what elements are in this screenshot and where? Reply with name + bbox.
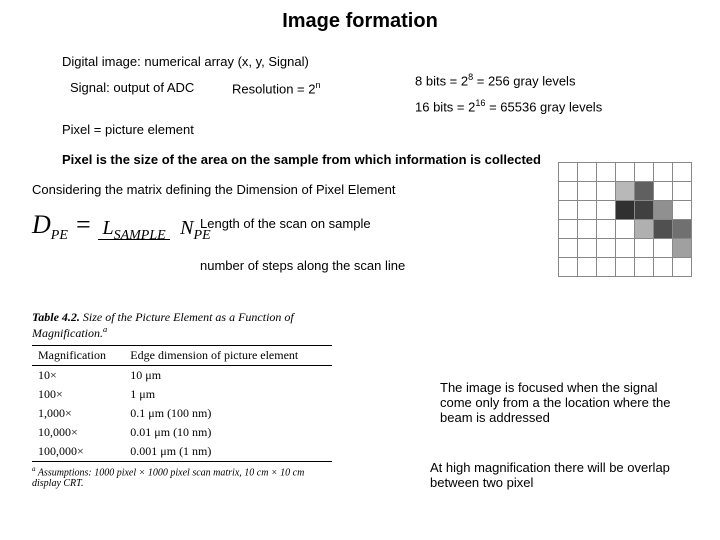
text-pixel-bold: Pixel is the size of the area on the sam…: [62, 152, 541, 167]
text-16bits-sup: 16: [475, 98, 485, 108]
pixel-cell: [673, 182, 692, 201]
text-16bits: 16 bits = 216 = 65536 gray levels: [415, 98, 602, 114]
pixel-cell: [578, 220, 597, 239]
pixel-cell: [654, 182, 673, 201]
table-footnote: a Assumptions: 1000 pixel × 1000 pixel s…: [32, 465, 332, 489]
table-cell-mag: 100,000×: [32, 442, 124, 462]
pixel-cell: [616, 239, 635, 258]
pixel-cell: [635, 201, 654, 220]
pixel-cell: [654, 258, 673, 277]
pixel-cell: [597, 163, 616, 182]
text-focus: The image is focused when the signal com…: [440, 380, 680, 425]
pixel-cell: [616, 220, 635, 239]
formula-D-sub: PE: [51, 228, 68, 243]
table-caption-sup: a: [103, 325, 107, 334]
formula-N: N: [180, 217, 193, 239]
text-resolution-sup: n: [315, 80, 320, 90]
pixel-cell: [559, 239, 578, 258]
pixel-cell: [673, 239, 692, 258]
text-8bits-a: 8 bits = 2: [415, 73, 468, 88]
text-pixel-element: Pixel = picture element: [62, 122, 194, 137]
text-resolution: Resolution = 2n: [232, 80, 321, 96]
pixel-cell: [578, 201, 597, 220]
text-8bits-b: = 256 gray levels: [473, 73, 575, 88]
table-col1: Magnification: [32, 346, 124, 366]
pixel-cell: [635, 258, 654, 277]
formula-L-sub: SAMPLE: [114, 228, 166, 243]
formula-eq: =: [68, 210, 99, 239]
formula-fraction: LSAMPLE NPE: [98, 211, 214, 244]
text-considering: Considering the matrix defining the Dime…: [32, 182, 395, 197]
table-cell-edge: 0.001 μm (1 nm): [124, 442, 332, 462]
table-row: 10×10 μm: [32, 366, 332, 386]
pixel-cell: [654, 201, 673, 220]
pixel-grid-graphic: [558, 162, 692, 277]
text-16bits-a: 16 bits = 2: [415, 99, 475, 114]
table-col2: Edge dimension of picture element: [124, 346, 332, 366]
page-title: Image formation: [0, 0, 720, 33]
formula-D: D: [32, 210, 51, 239]
pixel-cell: [635, 220, 654, 239]
pixel-cell: [597, 239, 616, 258]
table-row: 1,000×0.1 μm (100 nm): [32, 404, 332, 423]
text-num-steps: number of steps along the scan line: [200, 258, 405, 273]
pixel-cell: [654, 239, 673, 258]
pixel-cell: [635, 182, 654, 201]
pixel-cell: [578, 182, 597, 201]
magnification-table-wrap: Table 4.2. Size of the Picture Element a…: [32, 310, 332, 489]
pixel-cell: [635, 163, 654, 182]
pixel-cell: [578, 239, 597, 258]
pixel-cell: [597, 201, 616, 220]
text-8bits: 8 bits = 28 = 256 gray levels: [415, 72, 575, 88]
pixel-cell: [673, 163, 692, 182]
table-cell-mag: 10,000×: [32, 423, 124, 442]
magnification-table: Magnification Edge dimension of picture …: [32, 345, 332, 462]
table-cell-edge: 0.01 μm (10 nm): [124, 423, 332, 442]
pixel-cell: [654, 220, 673, 239]
formula-L: L: [102, 217, 113, 239]
text-16bits-b: = 65536 gray levels: [485, 99, 602, 114]
pixel-cell: [673, 258, 692, 277]
formula-dpe: DPE = LSAMPLE NPE: [32, 210, 215, 244]
table-cell-edge: 10 μm: [124, 366, 332, 386]
table-cell-mag: 100×: [32, 385, 124, 404]
pixel-cell: [578, 163, 597, 182]
pixel-cell: [673, 220, 692, 239]
pixel-cell: [616, 182, 635, 201]
table-cell-edge: 1 μm: [124, 385, 332, 404]
text-resolution-pre: Resolution = 2: [232, 81, 315, 96]
table-row: 100×1 μm: [32, 385, 332, 404]
pixel-cell: [559, 163, 578, 182]
table-row: 100,000×0.001 μm (1 nm): [32, 442, 332, 462]
pixel-cell: [559, 258, 578, 277]
table-footnote-text: Assumptions: 1000 pixel × 1000 pixel sca…: [32, 467, 304, 489]
pixel-cell: [616, 201, 635, 220]
table-row: 10,000×0.01 μm (10 nm): [32, 423, 332, 442]
pixel-cell: [597, 258, 616, 277]
pixel-cell: [654, 163, 673, 182]
text-length-scan: Length of the scan on sample: [200, 216, 371, 231]
pixel-cell: [559, 182, 578, 201]
pixel-cell: [616, 258, 635, 277]
table-caption: Table 4.2. Size of the Picture Element a…: [32, 310, 332, 341]
table-cell-mag: 10×: [32, 366, 124, 386]
text-digital-image: Digital image: numerical array (x, y, Si…: [62, 54, 309, 69]
pixel-cell: [597, 220, 616, 239]
table-caption-pre: Table 4.2.: [32, 310, 80, 324]
pixel-cell: [559, 201, 578, 220]
text-signal-adc: Signal: output of ADC: [70, 80, 194, 95]
table-cell-mag: 1,000×: [32, 404, 124, 423]
pixel-cell: [616, 163, 635, 182]
pixel-cell: [578, 258, 597, 277]
table-cell-edge: 0.1 μm (100 nm): [124, 404, 332, 423]
pixel-cell: [559, 220, 578, 239]
pixel-cell: [673, 201, 692, 220]
text-overlap: At high magnification there will be over…: [430, 460, 690, 490]
pixel-cell: [635, 239, 654, 258]
pixel-cell: [597, 182, 616, 201]
